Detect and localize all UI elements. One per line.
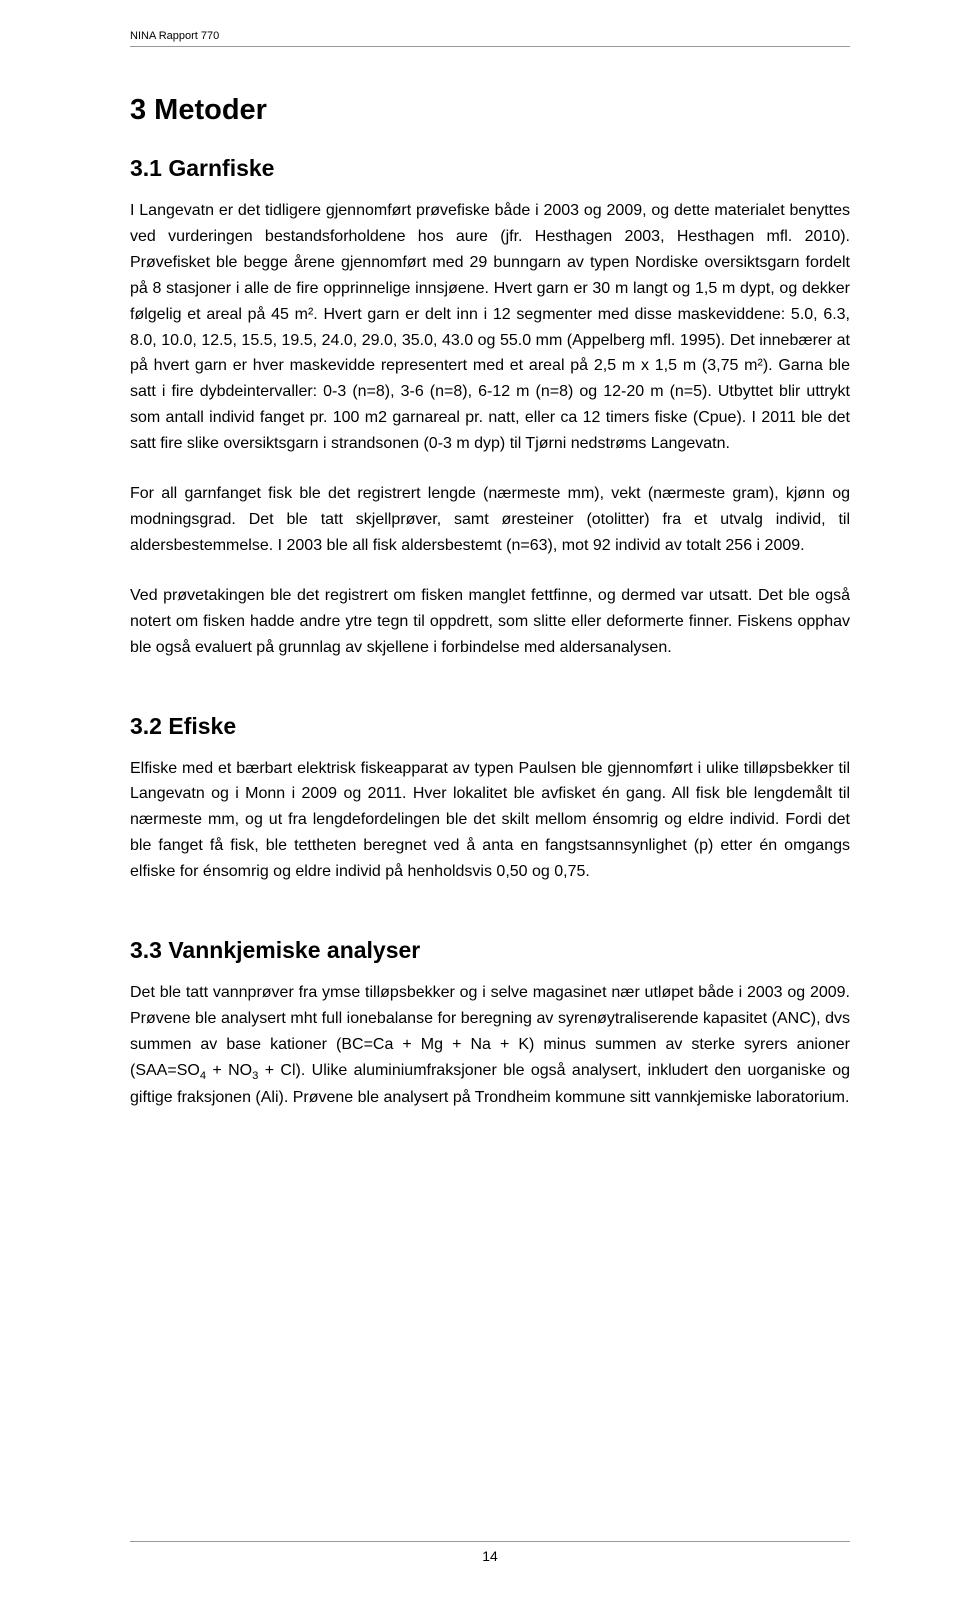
subsection-title-efiske: 3.2 Efiske [130, 713, 850, 740]
text-run: + NO [206, 1062, 252, 1079]
subsection-title-vannkjemiske: 3.3 Vannkjemiske analyser [130, 937, 850, 964]
subsection-title-garnfiske: 3.1 Garnfiske [130, 155, 850, 182]
footer-rule [130, 1541, 850, 1542]
page-number: 14 [130, 1548, 850, 1564]
paragraph: Ved prøvetakingen ble det registrert om … [130, 583, 850, 661]
page-content: 3 Metoder 3.1 Garnfiske I Langevatn er d… [130, 50, 850, 1111]
running-header: NINA Rapport 770 [130, 30, 219, 42]
document-page: NINA Rapport 770 3 Metoder 3.1 Garnfiske… [0, 0, 960, 1604]
page-footer: 14 [130, 1541, 850, 1564]
paragraph: Det ble tatt vannprøver fra ymse tilløps… [130, 980, 850, 1111]
paragraph: Elfiske med et bærbart elektrisk fiskeap… [130, 756, 850, 886]
header-rule [130, 46, 850, 47]
section-title-metoder: 3 Metoder [130, 94, 850, 127]
paragraph: I Langevatn er det tidligere gjennomført… [130, 198, 850, 457]
paragraph: For all garnfanget fisk ble det registre… [130, 481, 850, 559]
